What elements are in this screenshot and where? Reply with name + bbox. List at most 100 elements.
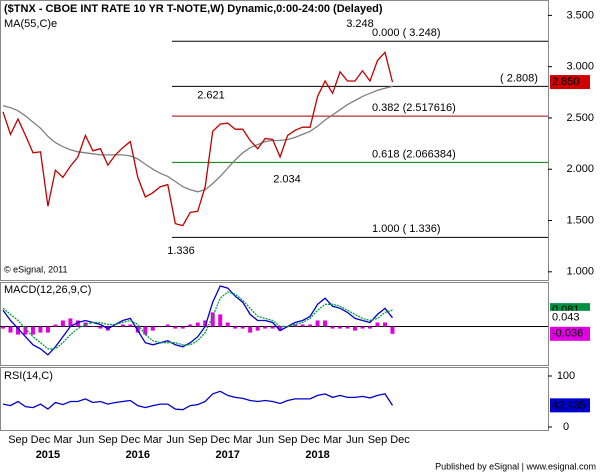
x-tick-label: Mar <box>233 434 252 446</box>
histogram-bar <box>323 320 328 327</box>
x-tick-label: Jun <box>166 434 184 446</box>
macd-title: MACD(12,26,9,C) <box>4 284 91 296</box>
year-label: 2018 <box>305 449 329 461</box>
histogram-bar <box>240 326 245 329</box>
histogram-bar <box>150 326 155 331</box>
histogram-bar <box>188 324 193 327</box>
value-box-label: 2.850 <box>552 76 580 88</box>
histogram-bar <box>165 324 170 327</box>
x-tick-label: Mar <box>53 434 72 446</box>
swing-label: 2.621 <box>197 89 225 101</box>
histogram-bar <box>308 324 313 327</box>
histogram-bar <box>98 326 103 329</box>
rsi-line <box>2 390 394 411</box>
histogram-bar <box>255 326 260 331</box>
histogram-bar <box>180 326 185 329</box>
price-line <box>2 50 394 227</box>
histogram-bar <box>128 324 133 327</box>
histogram-bar <box>368 326 373 329</box>
value-box <box>550 398 590 413</box>
chart-title: ($TNX - CBOE INT RATE 10 YR T-NOTE,W) Dy… <box>4 3 383 15</box>
histogram-bar <box>173 326 178 329</box>
histogram-bar <box>210 312 215 327</box>
copyright: © eSignal, 2011 <box>4 264 68 274</box>
histogram-bar <box>225 322 230 327</box>
x-tick-label: Dec <box>390 434 410 446</box>
histogram-bar <box>270 326 275 329</box>
x-tick-label: Jun <box>77 434 95 446</box>
price-panel-frame <box>0 0 549 281</box>
histogram-bar <box>195 322 200 327</box>
histogram-bar <box>338 326 343 329</box>
x-tick-label: Mar <box>323 434 342 446</box>
fib-level-label: 0.382 (2.517616) <box>372 102 456 114</box>
histogram-bar <box>1 326 5 329</box>
y-tick-label: 3.500 <box>566 9 594 21</box>
x-tick-label: Sep <box>98 434 118 446</box>
x-tick-label: Jun <box>256 434 274 446</box>
histogram-bar <box>330 326 335 329</box>
histogram-bar <box>15 326 20 335</box>
value-box-label: 42.435 <box>552 399 586 411</box>
histogram-bar <box>203 320 208 327</box>
histogram-bar <box>53 324 58 327</box>
x-tick-label: Sep <box>278 434 298 446</box>
value-box <box>550 326 590 341</box>
macd-line <box>2 285 394 356</box>
y-tick-label: 1.000 <box>566 266 594 278</box>
histogram-bar <box>293 324 298 327</box>
value-box-label: -0.036 <box>552 328 583 340</box>
y-tick-label: 100 <box>557 370 575 382</box>
histogram-bar <box>113 326 118 328</box>
histogram-bar <box>233 326 238 329</box>
histogram-bar <box>390 326 395 334</box>
histogram-bar <box>360 326 365 329</box>
y-tick-label: 1.500 <box>566 214 594 226</box>
histogram-bar <box>75 320 80 327</box>
x-tick-label: Mar <box>143 434 162 446</box>
histogram-bar <box>68 318 73 327</box>
histogram-bar <box>8 326 13 333</box>
y-tick-label: 0 <box>563 421 569 433</box>
x-tick-label: Dec <box>300 434 320 446</box>
fib-level-label: 0.000 ( 3.248) <box>372 27 441 39</box>
histogram-bar <box>345 326 350 329</box>
macd-panel-frame <box>0 282 549 366</box>
x-tick-label: Sep <box>8 434 28 446</box>
x-tick-label: Sep <box>368 434 388 446</box>
histogram-bar <box>90 326 95 328</box>
histogram-bar <box>60 320 65 327</box>
histogram-bar <box>278 326 283 331</box>
year-label: 2016 <box>126 449 150 461</box>
footer: Published by eSignal | www.esignal.com <box>435 461 596 471</box>
histogram-bar <box>315 320 320 327</box>
year-label: 2015 <box>36 449 60 461</box>
value-box <box>550 75 590 90</box>
year-label: 2017 <box>215 449 239 461</box>
swing-label: 3.248 <box>346 18 374 30</box>
histogram-bar <box>248 326 253 333</box>
y-tick-label: 2.500 <box>566 112 594 124</box>
macd-line <box>2 291 393 350</box>
histogram-bar <box>263 326 268 329</box>
histogram-bar <box>143 326 148 335</box>
fib-level-label: 1.000 ( 1.336) <box>372 223 441 235</box>
histogram-bar <box>38 326 43 333</box>
x-tick-label: Dec <box>121 434 141 446</box>
value-box-label: 0.043 <box>552 312 580 324</box>
histogram-bar <box>30 326 35 335</box>
swing-label: 2.034 <box>273 174 301 186</box>
ma-label: MA(55,C)e <box>4 18 57 30</box>
rsi-title: RSI(14,C) <box>4 370 53 382</box>
y-tick-label: 2.000 <box>566 163 594 175</box>
x-tick-label: Jun <box>346 434 364 446</box>
fib-level-label: ( 2.808) <box>500 72 538 84</box>
histogram-bar <box>23 326 28 335</box>
histogram-bar <box>375 322 380 327</box>
y-tick-label: 3.000 <box>566 61 594 73</box>
histogram-bar <box>218 314 223 327</box>
histogram-bar <box>353 326 358 331</box>
x-tick-label: Dec <box>31 434 51 446</box>
swing-label: 1.336 <box>167 245 195 257</box>
